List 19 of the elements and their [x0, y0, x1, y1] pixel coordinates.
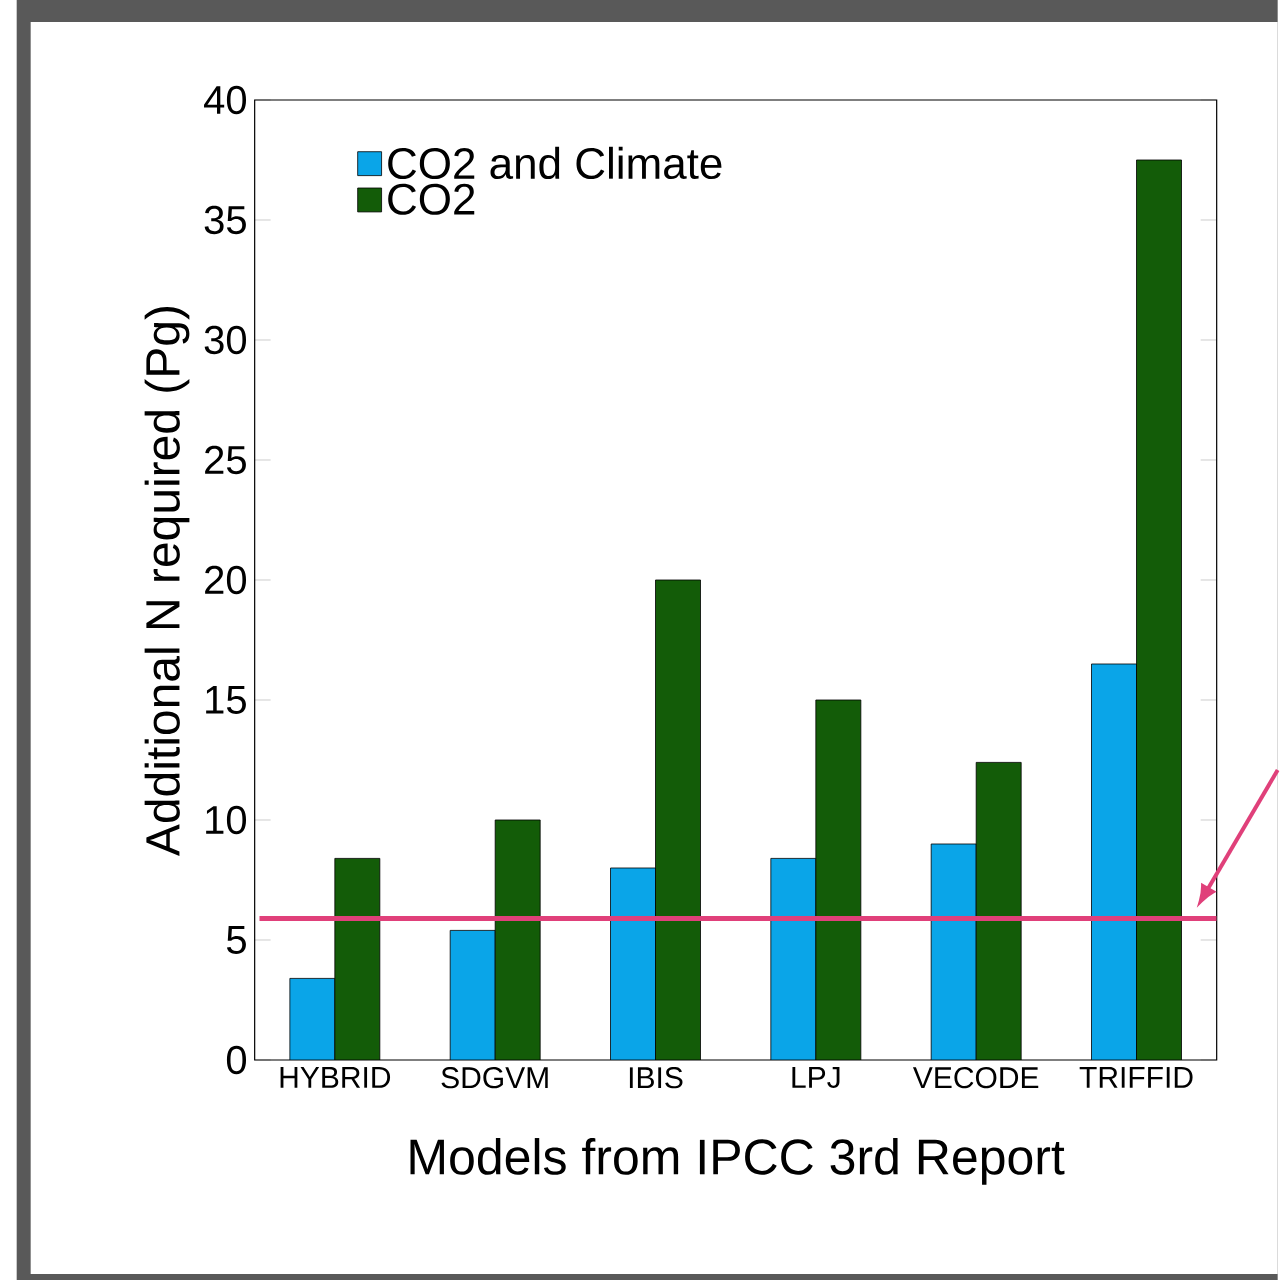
- x-tick-label: IBIS: [630, 1067, 683, 1089]
- y-tick-label: 5: [227, 926, 247, 954]
- y-tick-label: 30: [204, 325, 247, 355]
- x-tick-label: TRIFFID: [1079, 1067, 1193, 1088]
- legend-label: CO2 and Climate: [388, 146, 722, 180]
- y-tick-label: 15: [206, 686, 247, 714]
- y-tick-label: 35: [204, 205, 247, 235]
- y-tick-label: 10: [206, 805, 247, 835]
- x-tick-label: SDGVM: [441, 1067, 548, 1089]
- legend-label: CO2: [388, 183, 475, 215]
- x-tick-label: LPJ: [792, 1067, 840, 1088]
- x-axis-title: Models from IPCC 3rd Report: [410, 1138, 1065, 1185]
- y-tick-label: 20: [205, 565, 247, 595]
- y-tick-label: 0: [227, 1045, 247, 1075]
- y-tick-label: 40: [204, 85, 247, 115]
- x-tick-label: VECODE: [913, 1067, 1039, 1089]
- x-tick-label: HYBRID: [280, 1067, 391, 1088]
- y-tick-label: 25: [205, 445, 247, 475]
- y-axis-title: Additional N required (Pg): [144, 306, 190, 857]
